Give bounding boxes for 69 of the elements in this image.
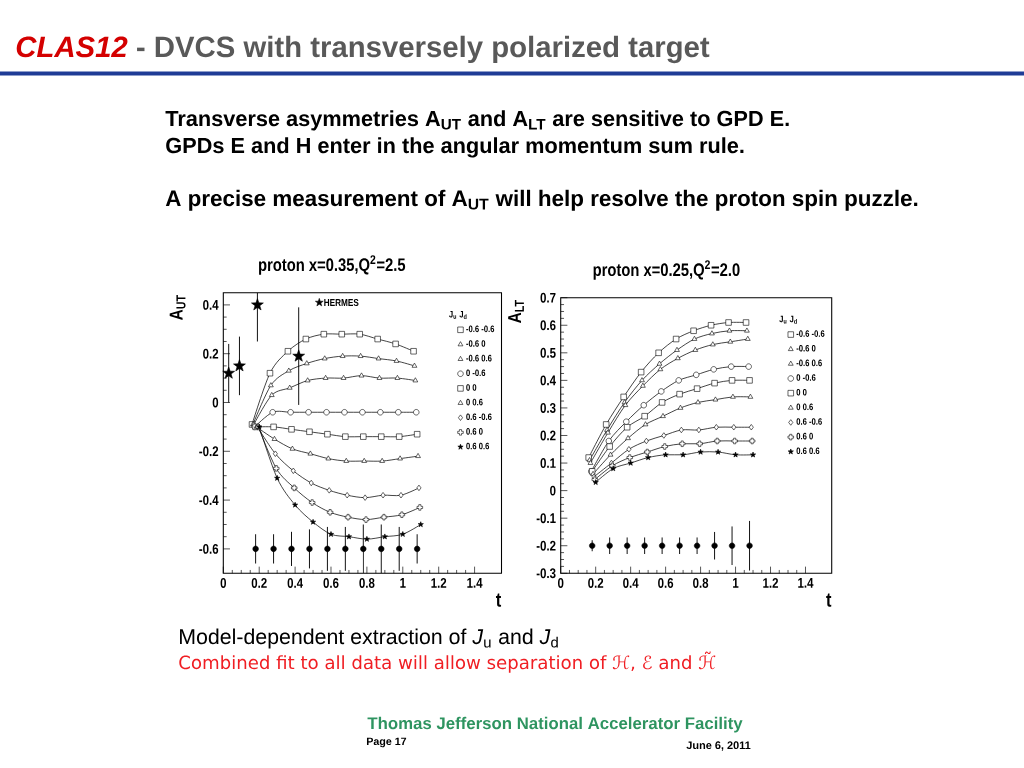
y-tick-label: 0.5 xyxy=(540,347,556,358)
legend-title: J$_{u}$ J$_{d}$ xyxy=(779,315,797,324)
y-tick-label: 0.3 xyxy=(540,402,556,413)
text: Model-dependent extraction of J$_{u}$ and J$_{d}$ xyxy=(180,628,558,649)
x-tick-label: 0.8 xyxy=(359,578,375,588)
y-tick-label: -0.2 xyxy=(536,540,556,551)
x-tick-label: 0.4 xyxy=(623,578,639,588)
x-tick-label: 0.4 xyxy=(287,578,304,588)
x-tick-label: 1.2 xyxy=(763,578,779,588)
text: Thomas Jefferson National Accelerator Facility xyxy=(367,716,743,733)
y-tick-label: -0.6 xyxy=(199,543,219,554)
x-tick-label: 0.2 xyxy=(251,578,267,588)
legend-label: -0.6 0.6 xyxy=(796,359,822,367)
y-axis-title: A$_{LT}$ xyxy=(508,300,524,323)
legend-label: 0 0 xyxy=(466,384,477,391)
x-tick-label: 1 xyxy=(400,578,406,588)
legend-label: -0.6 0.6 xyxy=(466,354,492,362)
x-axis-title: t xyxy=(495,593,502,607)
legend-label: 0 0 xyxy=(796,388,807,396)
x-tick-label: 0.6 xyxy=(658,578,674,588)
y-tick-label: 0.2 xyxy=(540,430,556,441)
text: CLAS12 - DVCS with transversely polarized target xyxy=(16,35,710,64)
text: GPDs E and H enter in the angular momentum sum rule. xyxy=(166,137,744,158)
legend-label: -0.6 -0.6 xyxy=(796,330,825,337)
legend-label: -0.6 0 xyxy=(466,340,486,347)
text: Combined fit to all data will allow separation of ℋ, ℰ and ℋ̃ xyxy=(179,651,716,673)
x-tick-label: 1 xyxy=(733,578,739,588)
text: A precise measurement of A$_{UT}$ will help resolve the proton spin puzzle. xyxy=(165,189,918,211)
legend-label: 0.6 -0.6 xyxy=(466,413,492,421)
legend-label: 0.6 0.6 xyxy=(796,447,820,455)
x-tick-label: 0.6 xyxy=(323,578,339,588)
y-tick-label: 0.7 xyxy=(540,292,556,303)
legend-label: 0 -0.6 xyxy=(796,374,816,381)
x-tick-label: 0 xyxy=(557,578,564,588)
y-axis-title: A$_{UT}$ xyxy=(169,295,186,320)
y-tick-label: -0.4 xyxy=(199,495,219,506)
legend-label: 0.6 -0.6 xyxy=(796,418,822,425)
legend-label: 0 0.6 xyxy=(466,398,483,406)
legend-label: -0.6 -0.6 xyxy=(466,325,495,333)
y-tick-label: 0.2 xyxy=(203,348,219,359)
legend-label: 0 -0.6 xyxy=(466,369,486,377)
x-tick-label: 0 xyxy=(220,578,227,588)
y-tick-label: -0.3 xyxy=(536,568,556,579)
x-tick-label: 1.4 xyxy=(798,578,814,588)
x-tick-label: 1.4 xyxy=(467,578,483,588)
x-tick-label: 0.2 xyxy=(588,578,604,588)
legend-label: 0.6 0 xyxy=(796,432,813,440)
legend-label: 0 0.6 xyxy=(796,403,813,411)
legend-title: J$_{u}$ J$_{d}$ xyxy=(449,310,467,320)
y-tick-label: 0 xyxy=(550,485,556,496)
y-tick-label: -0.1 xyxy=(536,513,556,524)
text: Transverse asymmetries A$_{UT}$ and A$_{LT}$ are sensitive to GPD E. xyxy=(165,110,789,131)
legend-label: 0.6 0 xyxy=(466,428,483,435)
legend-label: 0.6 0.6 xyxy=(466,442,490,450)
x-tick-label: 1.2 xyxy=(431,578,447,588)
y-tick-label: 0.4 xyxy=(540,375,556,386)
text: Page 17 xyxy=(366,737,407,748)
legend-label: HERMES xyxy=(324,298,359,307)
y-tick-label: -0.2 xyxy=(199,446,219,457)
text: June 6, 2011 xyxy=(686,741,751,751)
y-tick-label: 0 xyxy=(212,397,219,408)
chart-title: proton x=0.35,Q$^{2}$=2.5 xyxy=(259,255,406,275)
x-axis-title: t xyxy=(826,593,832,607)
y-tick-label: 0.6 xyxy=(540,320,556,331)
y-tick-label: 0.1 xyxy=(540,458,556,469)
chart-title: proton x=0.25,Q$^{2}$=2.0 xyxy=(593,260,740,280)
y-tick-label: 0.4 xyxy=(203,299,219,310)
x-tick-label: 0.8 xyxy=(693,578,709,588)
legend-label: -0.6 0 xyxy=(796,344,816,352)
